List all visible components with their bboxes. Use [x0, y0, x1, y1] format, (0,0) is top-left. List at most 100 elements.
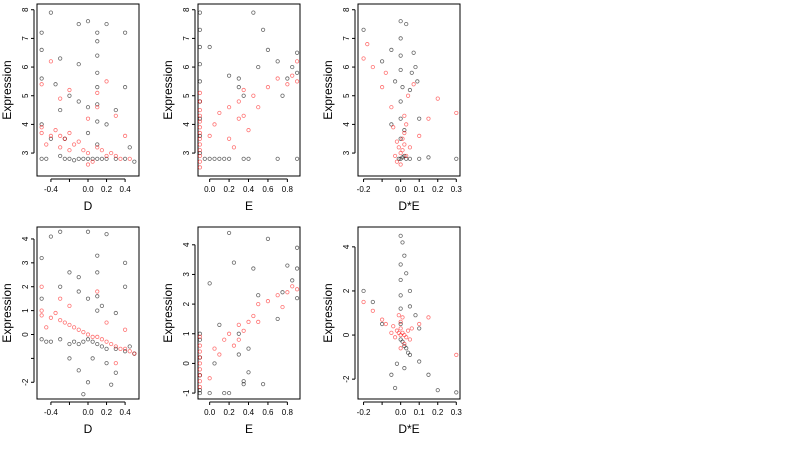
plot-frame [36, 226, 140, 400]
data-point [389, 372, 394, 377]
y-axis: 3 4 5 6 7 8 [182, 7, 196, 155]
data-point [99, 344, 105, 349]
data-point [251, 313, 256, 319]
x-axis: 0.0 0.2 0.4 0.6 0.8 [204, 401, 293, 417]
data-point [85, 332, 91, 337]
x-tick-label: 0.0 [82, 408, 94, 417]
data-point [380, 317, 385, 322]
data-point [39, 76, 44, 81]
series-1 [39, 10, 137, 164]
y-tick-label: 8 [182, 7, 191, 12]
data-point [197, 159, 203, 164]
data-point [197, 142, 203, 147]
data-point [404, 122, 409, 127]
data-point [67, 270, 72, 275]
data-point [413, 313, 418, 318]
data-point [226, 73, 232, 78]
plot-frame [357, 3, 461, 177]
data-point [122, 260, 128, 265]
data-point [197, 130, 203, 136]
data-point [394, 328, 400, 333]
data-point [71, 339, 77, 344]
data-point [48, 59, 54, 64]
data-point [85, 150, 91, 156]
data-point [383, 321, 388, 327]
data-point [95, 270, 100, 275]
data-point [122, 349, 128, 354]
data-point [394, 159, 400, 164]
data-point [217, 110, 222, 116]
data-point [398, 326, 403, 331]
data-point [236, 85, 241, 90]
data-point [67, 356, 72, 361]
data-point [197, 373, 203, 378]
series-1 [361, 19, 459, 161]
data-point [212, 156, 217, 161]
y-axis-label: Expression [161, 283, 175, 342]
data-point [361, 56, 366, 61]
scatter-panel-1: -0.4 0.0 0.2 0.4 D 3 4 5 6 7 8 Expression [0, 3, 140, 213]
data-point [58, 107, 63, 113]
y-tick-label: 5 [21, 93, 30, 98]
y-tick-label: 3 [182, 272, 191, 277]
data-point [222, 156, 227, 161]
data-point [251, 93, 256, 98]
y-axis-label: Expression [0, 60, 14, 119]
data-point [76, 99, 81, 104]
data-point [256, 302, 261, 307]
y-tick-label: 0 [21, 332, 30, 337]
x-tick-label: -0.4 [44, 408, 58, 417]
data-point [81, 339, 86, 344]
x-tick-label: 0.1 [414, 185, 426, 194]
data-point [122, 327, 128, 332]
data-point [405, 328, 411, 333]
data-point [113, 346, 118, 351]
series-2 [197, 284, 300, 390]
data-point [212, 361, 217, 366]
data-point [265, 236, 271, 241]
data-point [398, 306, 403, 311]
y-axis: -2 0 1 2 3 4 [21, 236, 35, 386]
data-point [202, 156, 207, 161]
data-point [127, 156, 132, 161]
data-point [85, 162, 91, 167]
data-point [197, 116, 203, 121]
data-point [81, 148, 86, 153]
x-tick-label: 0.3 [451, 185, 463, 194]
data-point [241, 113, 246, 118]
data-point [53, 128, 58, 133]
data-point [361, 299, 366, 305]
x-tick-label: 0.2 [432, 408, 444, 417]
data-point [85, 296, 91, 301]
data-point [280, 93, 285, 98]
data-point [197, 99, 203, 104]
data-point [294, 70, 300, 75]
y-tick-label: 1 [182, 331, 191, 336]
y-tick-label: 4 [342, 244, 351, 249]
data-point [39, 125, 44, 130]
data-point [400, 240, 405, 245]
data-point [217, 322, 222, 327]
y-tick-label: 3 [182, 150, 191, 155]
data-point [197, 150, 203, 156]
data-point [81, 156, 86, 161]
data-point [39, 30, 44, 35]
data-point [197, 361, 203, 366]
data-point [67, 148, 72, 153]
data-point [417, 321, 422, 327]
data-point [405, 350, 411, 355]
x-axis-label: E [245, 199, 253, 213]
data-point [411, 82, 416, 87]
data-point [67, 156, 72, 161]
data-point [48, 136, 54, 141]
data-point [95, 70, 100, 75]
y-tick-label: 0 [182, 361, 191, 366]
data-point [95, 30, 100, 35]
data-point [113, 156, 118, 161]
data-point [226, 105, 232, 110]
data-point [294, 59, 300, 64]
data-point [48, 133, 54, 138]
data-point [275, 293, 280, 298]
y-tick-label: -2 [21, 378, 30, 386]
data-point [197, 334, 203, 339]
